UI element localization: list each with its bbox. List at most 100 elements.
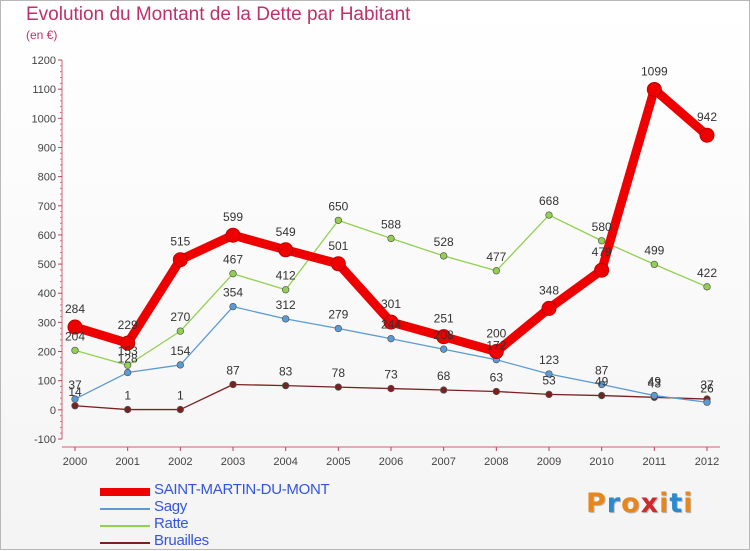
- data-point: [545, 211, 553, 219]
- data-label: 204: [65, 329, 85, 343]
- data-label: 154: [170, 344, 190, 358]
- data-label: 467: [223, 253, 243, 267]
- x-tick-label: 2010: [589, 456, 613, 468]
- data-point: [541, 300, 557, 316]
- x-tick-label: 2012: [695, 456, 719, 468]
- x-tick-label: 2011: [643, 456, 667, 468]
- y-tick-label: 100: [38, 376, 56, 388]
- data-label: 244: [381, 318, 401, 332]
- data-point: [229, 270, 237, 278]
- data-label: 1: [124, 389, 131, 403]
- data-label: 123: [539, 353, 559, 367]
- data-label: 354: [223, 286, 243, 300]
- data-label: 63: [490, 370, 504, 384]
- data-point: [67, 319, 83, 335]
- data-label: 580: [592, 220, 612, 234]
- data-label: 229: [118, 318, 138, 332]
- data-label: 43: [648, 376, 662, 390]
- data-point: [703, 398, 711, 406]
- data-label: 68: [437, 369, 451, 383]
- y-tick-label: 1200: [32, 55, 56, 67]
- series-lines: [70, 84, 712, 411]
- data-label: 1099: [641, 64, 668, 78]
- data-label: 515: [170, 235, 190, 249]
- data-point: [598, 380, 606, 389]
- data-label: 172: [486, 339, 506, 353]
- data-point: [71, 346, 79, 355]
- y-tick-label: 500: [38, 259, 56, 271]
- y-tick-label: 300: [38, 317, 56, 329]
- data-point: [124, 405, 132, 414]
- data-label: 208: [434, 328, 454, 342]
- data-point: [650, 391, 658, 400]
- legend-swatch: [100, 542, 150, 544]
- data-label: 312: [276, 298, 296, 312]
- x-tick-label: 2000: [63, 456, 87, 468]
- data-label: 942: [697, 110, 717, 124]
- data-label: 251: [434, 312, 454, 326]
- data-point: [334, 383, 342, 391]
- x-tick-label: 2008: [484, 456, 508, 468]
- data-point: [387, 335, 395, 343]
- data-label: 1: [177, 389, 184, 403]
- data-point: [436, 329, 452, 345]
- data-label: 87: [595, 363, 609, 377]
- y-tick-label: -100: [34, 434, 56, 446]
- data-point: [71, 395, 79, 403]
- data-label: 26: [700, 381, 714, 395]
- data-point: [703, 283, 711, 291]
- data-point: [545, 390, 553, 399]
- data-label: 599: [223, 210, 243, 224]
- data-point: [282, 381, 290, 390]
- data-label: 499: [644, 243, 664, 257]
- data-label: 49: [595, 375, 609, 389]
- data-point: [176, 361, 184, 369]
- axes: -100 0 100 200 300 400 500 600 700 800 900 1000 1100…: [32, 55, 720, 468]
- data-label: 83: [279, 365, 293, 379]
- data-point: [440, 252, 448, 260]
- data-label: 37: [68, 378, 82, 392]
- data-point: [229, 380, 237, 389]
- series-points: [67, 81, 715, 414]
- data-label: 479: [592, 245, 612, 259]
- data-point: [334, 324, 342, 333]
- data-label: 348: [539, 283, 559, 297]
- data-point: [71, 402, 79, 410]
- data-label: 549: [276, 225, 296, 239]
- y-tick-label: 1100: [32, 84, 56, 96]
- data-point: [440, 345, 448, 353]
- data-point: [176, 405, 184, 414]
- data-point: [492, 387, 500, 396]
- data-point: [488, 344, 504, 360]
- legend-label: SAINT-MARTIN-DU-MONT: [154, 481, 330, 498]
- data-label: 53: [542, 373, 556, 387]
- data-label: 301: [381, 297, 401, 311]
- data-label: 87: [226, 363, 240, 377]
- data-point: [650, 260, 658, 269]
- data-label: 668: [539, 194, 559, 208]
- legend-label: Sagy: [154, 498, 187, 515]
- data-point: [646, 81, 662, 97]
- data-point: [330, 256, 346, 272]
- data-point: [225, 227, 241, 243]
- data-point: [172, 252, 188, 268]
- data-label: 279: [328, 308, 348, 322]
- data-label: 49: [648, 375, 662, 389]
- data-label: 153: [118, 344, 138, 358]
- x-tick-label: 2005: [326, 456, 350, 468]
- chart-subtitle: (en €): [26, 28, 58, 42]
- y-tick-label: 800: [38, 172, 56, 184]
- data-label: 422: [697, 266, 717, 280]
- legend-swatch: [100, 525, 150, 527]
- legend-swatch: [100, 508, 150, 510]
- x-tick-label: 2006: [379, 456, 403, 468]
- data-label: 14: [68, 385, 82, 399]
- x-tick-label: 2001: [115, 456, 139, 468]
- data-point: [229, 302, 237, 311]
- y-tick-label: 0: [50, 405, 56, 417]
- data-label: 588: [381, 217, 401, 231]
- data-point: [282, 315, 290, 323]
- x-tick-label: 2007: [431, 456, 455, 468]
- data-point: [120, 335, 136, 351]
